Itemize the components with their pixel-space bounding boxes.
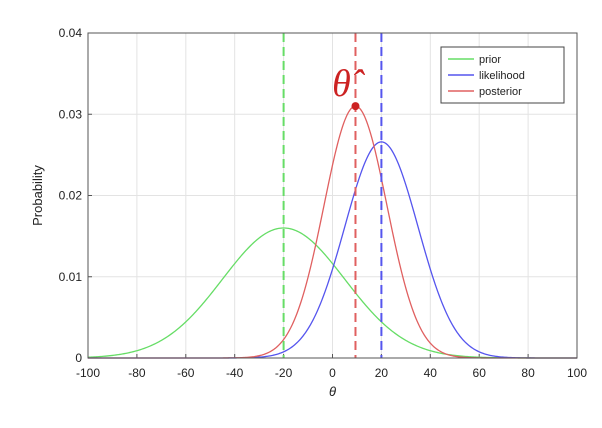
- y-tick-label: 0.04: [59, 26, 83, 40]
- legend-label-likelihood: likelihood: [479, 70, 525, 82]
- legend-label-prior: prior: [479, 54, 501, 66]
- x-tick-label: 80: [521, 366, 535, 380]
- x-tick-label: -80: [128, 366, 146, 380]
- legend-label-posterior: posterior: [479, 86, 522, 98]
- x-tick-label: 60: [473, 366, 487, 380]
- x-tick-label: 0: [329, 366, 336, 380]
- x-axis-label: θ: [329, 384, 336, 399]
- x-tick-label: 40: [424, 366, 438, 380]
- y-tick-label: 0.03: [59, 107, 83, 121]
- y-tick-label: 0.02: [59, 189, 83, 203]
- y-tick-label: 0: [75, 351, 82, 365]
- x-tick-labels: -100 -80 -60 -40 -20 0 20 40 60 80 100: [76, 366, 587, 380]
- posterior-peak-point: [351, 102, 360, 111]
- x-tick-label: -100: [76, 366, 100, 380]
- y-tick-labels: 0 0.01 0.02 0.03 0.04: [59, 26, 83, 365]
- x-tick-label: -20: [275, 366, 293, 380]
- x-tick-label: 20: [375, 366, 389, 380]
- theta-hat-annotation: θ̂: [332, 63, 366, 105]
- mean-lines: [282, 33, 383, 358]
- y-axis-label: Probability: [30, 165, 45, 226]
- plot-frame: [87, 32, 578, 359]
- x-tick-label: -60: [177, 366, 195, 380]
- y-tick-label: 0.01: [59, 270, 83, 284]
- x-tick-label: 100: [567, 366, 587, 380]
- x-tick-label: -40: [226, 366, 244, 380]
- legend: prior likelihood posterior: [440, 46, 565, 104]
